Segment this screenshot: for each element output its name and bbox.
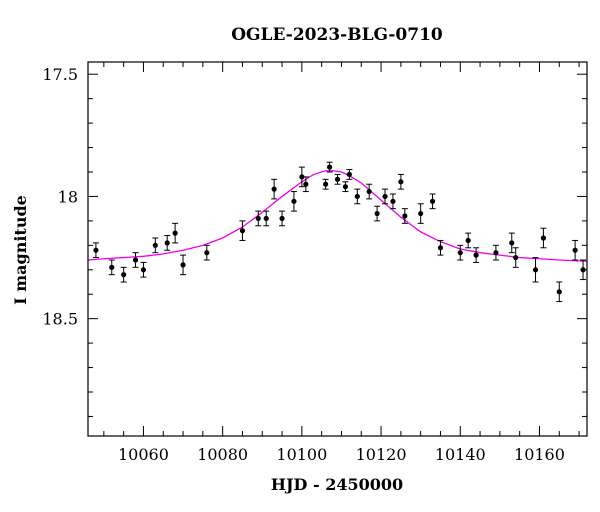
data-point xyxy=(556,289,562,295)
data-point xyxy=(109,264,115,270)
data-point xyxy=(172,230,178,236)
x-tick-label: 10140 xyxy=(435,445,486,464)
chart-title: OGLE-2023-BLG-0710 xyxy=(231,25,443,45)
data-point xyxy=(303,181,309,187)
x-axis-label: HJD - 2450000 xyxy=(271,475,403,494)
data-point xyxy=(398,179,404,185)
data-point xyxy=(540,235,547,241)
data-point xyxy=(509,240,515,246)
data-point xyxy=(457,250,463,256)
data-point xyxy=(326,164,333,170)
data-point xyxy=(465,237,471,244)
plot-frame xyxy=(87,61,588,437)
data-point xyxy=(291,198,297,204)
data-point xyxy=(132,257,139,263)
data-point xyxy=(374,210,380,217)
data-point xyxy=(263,215,269,222)
data-point xyxy=(354,193,360,200)
x-tick-label: 10120 xyxy=(356,445,407,464)
axes-layer: 10060 10080 10100 10120 10140 10160 17.5 18 18.5 xyxy=(42,61,588,464)
y-axis-label: I magnitude xyxy=(11,195,30,305)
data-point xyxy=(572,247,578,253)
data-point xyxy=(140,267,147,273)
data-point xyxy=(473,252,479,258)
data-layer xyxy=(88,161,587,303)
data-point xyxy=(255,215,261,222)
data-point xyxy=(204,250,210,256)
data-point xyxy=(437,245,444,251)
data-point xyxy=(271,186,277,192)
data-point xyxy=(279,215,285,222)
y-tick-label: 18 xyxy=(58,187,78,206)
y-tick-label: 17.5 xyxy=(42,65,78,84)
data-point xyxy=(382,193,388,200)
data-point xyxy=(323,181,329,187)
model-curve xyxy=(88,170,587,262)
x-tick-label: 10080 xyxy=(197,445,248,464)
data-point xyxy=(429,198,436,204)
data-point xyxy=(493,250,499,256)
data-point xyxy=(180,262,186,268)
data-point xyxy=(390,198,396,204)
x-tick-label: 10100 xyxy=(276,445,327,464)
data-point xyxy=(152,242,158,248)
data-point xyxy=(121,272,127,278)
data-point xyxy=(299,174,305,180)
x-tick-label: 10160 xyxy=(514,445,565,464)
data-point xyxy=(342,184,349,190)
data-point xyxy=(93,247,99,253)
data-point xyxy=(239,228,246,234)
data-point xyxy=(532,267,539,273)
data-point xyxy=(418,210,424,217)
data-point xyxy=(334,176,341,182)
data-point xyxy=(366,188,372,195)
data-point xyxy=(513,254,519,261)
data-point xyxy=(346,171,352,178)
y-tick-label: 18.5 xyxy=(42,310,78,329)
data-point xyxy=(402,213,408,219)
x-tick-label: 10060 xyxy=(118,445,169,464)
data-point xyxy=(164,240,170,246)
